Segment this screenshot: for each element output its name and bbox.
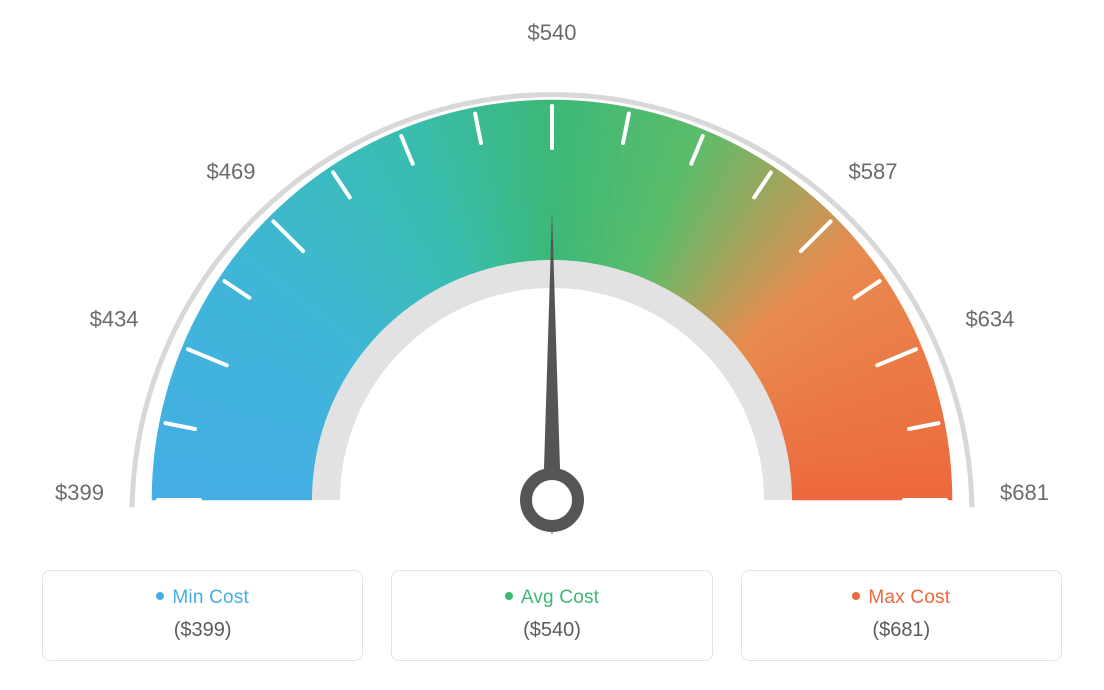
legend-card-avg: Avg Cost ($540) bbox=[391, 570, 712, 661]
legend-card-max: Max Cost ($681) bbox=[741, 570, 1062, 661]
legend-title-max: Max Cost bbox=[742, 587, 1061, 609]
cost-gauge-chart: $399 $434 $469 $540 $587 $634 $681 bbox=[0, 0, 1104, 560]
legend-title-text: Max Cost bbox=[868, 587, 950, 608]
gauge-tick-label: $469 bbox=[206, 159, 255, 184]
gauge-svg: $399 $434 $469 $540 $587 $634 $681 bbox=[0, 0, 1104, 560]
legend-title-text: Min Cost bbox=[172, 587, 249, 608]
legend-title-text: Avg Cost bbox=[521, 587, 599, 608]
gauge-tick-label: $681 bbox=[1000, 480, 1049, 505]
gauge-tick-label: $540 bbox=[528, 20, 577, 45]
dot-icon bbox=[156, 592, 164, 600]
gauge-tick-label: $399 bbox=[55, 480, 104, 505]
legend-title-avg: Avg Cost bbox=[392, 587, 711, 609]
dot-icon bbox=[852, 592, 860, 600]
legend-card-min: Min Cost ($399) bbox=[42, 570, 363, 661]
gauge-tick-label: $434 bbox=[90, 306, 139, 331]
legend-value-min: ($399) bbox=[43, 619, 362, 642]
gauge-needle-base bbox=[526, 474, 578, 526]
legend-title-min: Min Cost bbox=[43, 587, 362, 609]
legend-row: Min Cost ($399) Avg Cost ($540) Max Cost… bbox=[42, 570, 1062, 661]
legend-value-avg: ($540) bbox=[392, 619, 711, 642]
gauge-tick-label: $634 bbox=[965, 306, 1014, 331]
dot-icon bbox=[505, 592, 513, 600]
legend-value-max: ($681) bbox=[742, 619, 1061, 642]
gauge-tick-label: $587 bbox=[849, 159, 898, 184]
